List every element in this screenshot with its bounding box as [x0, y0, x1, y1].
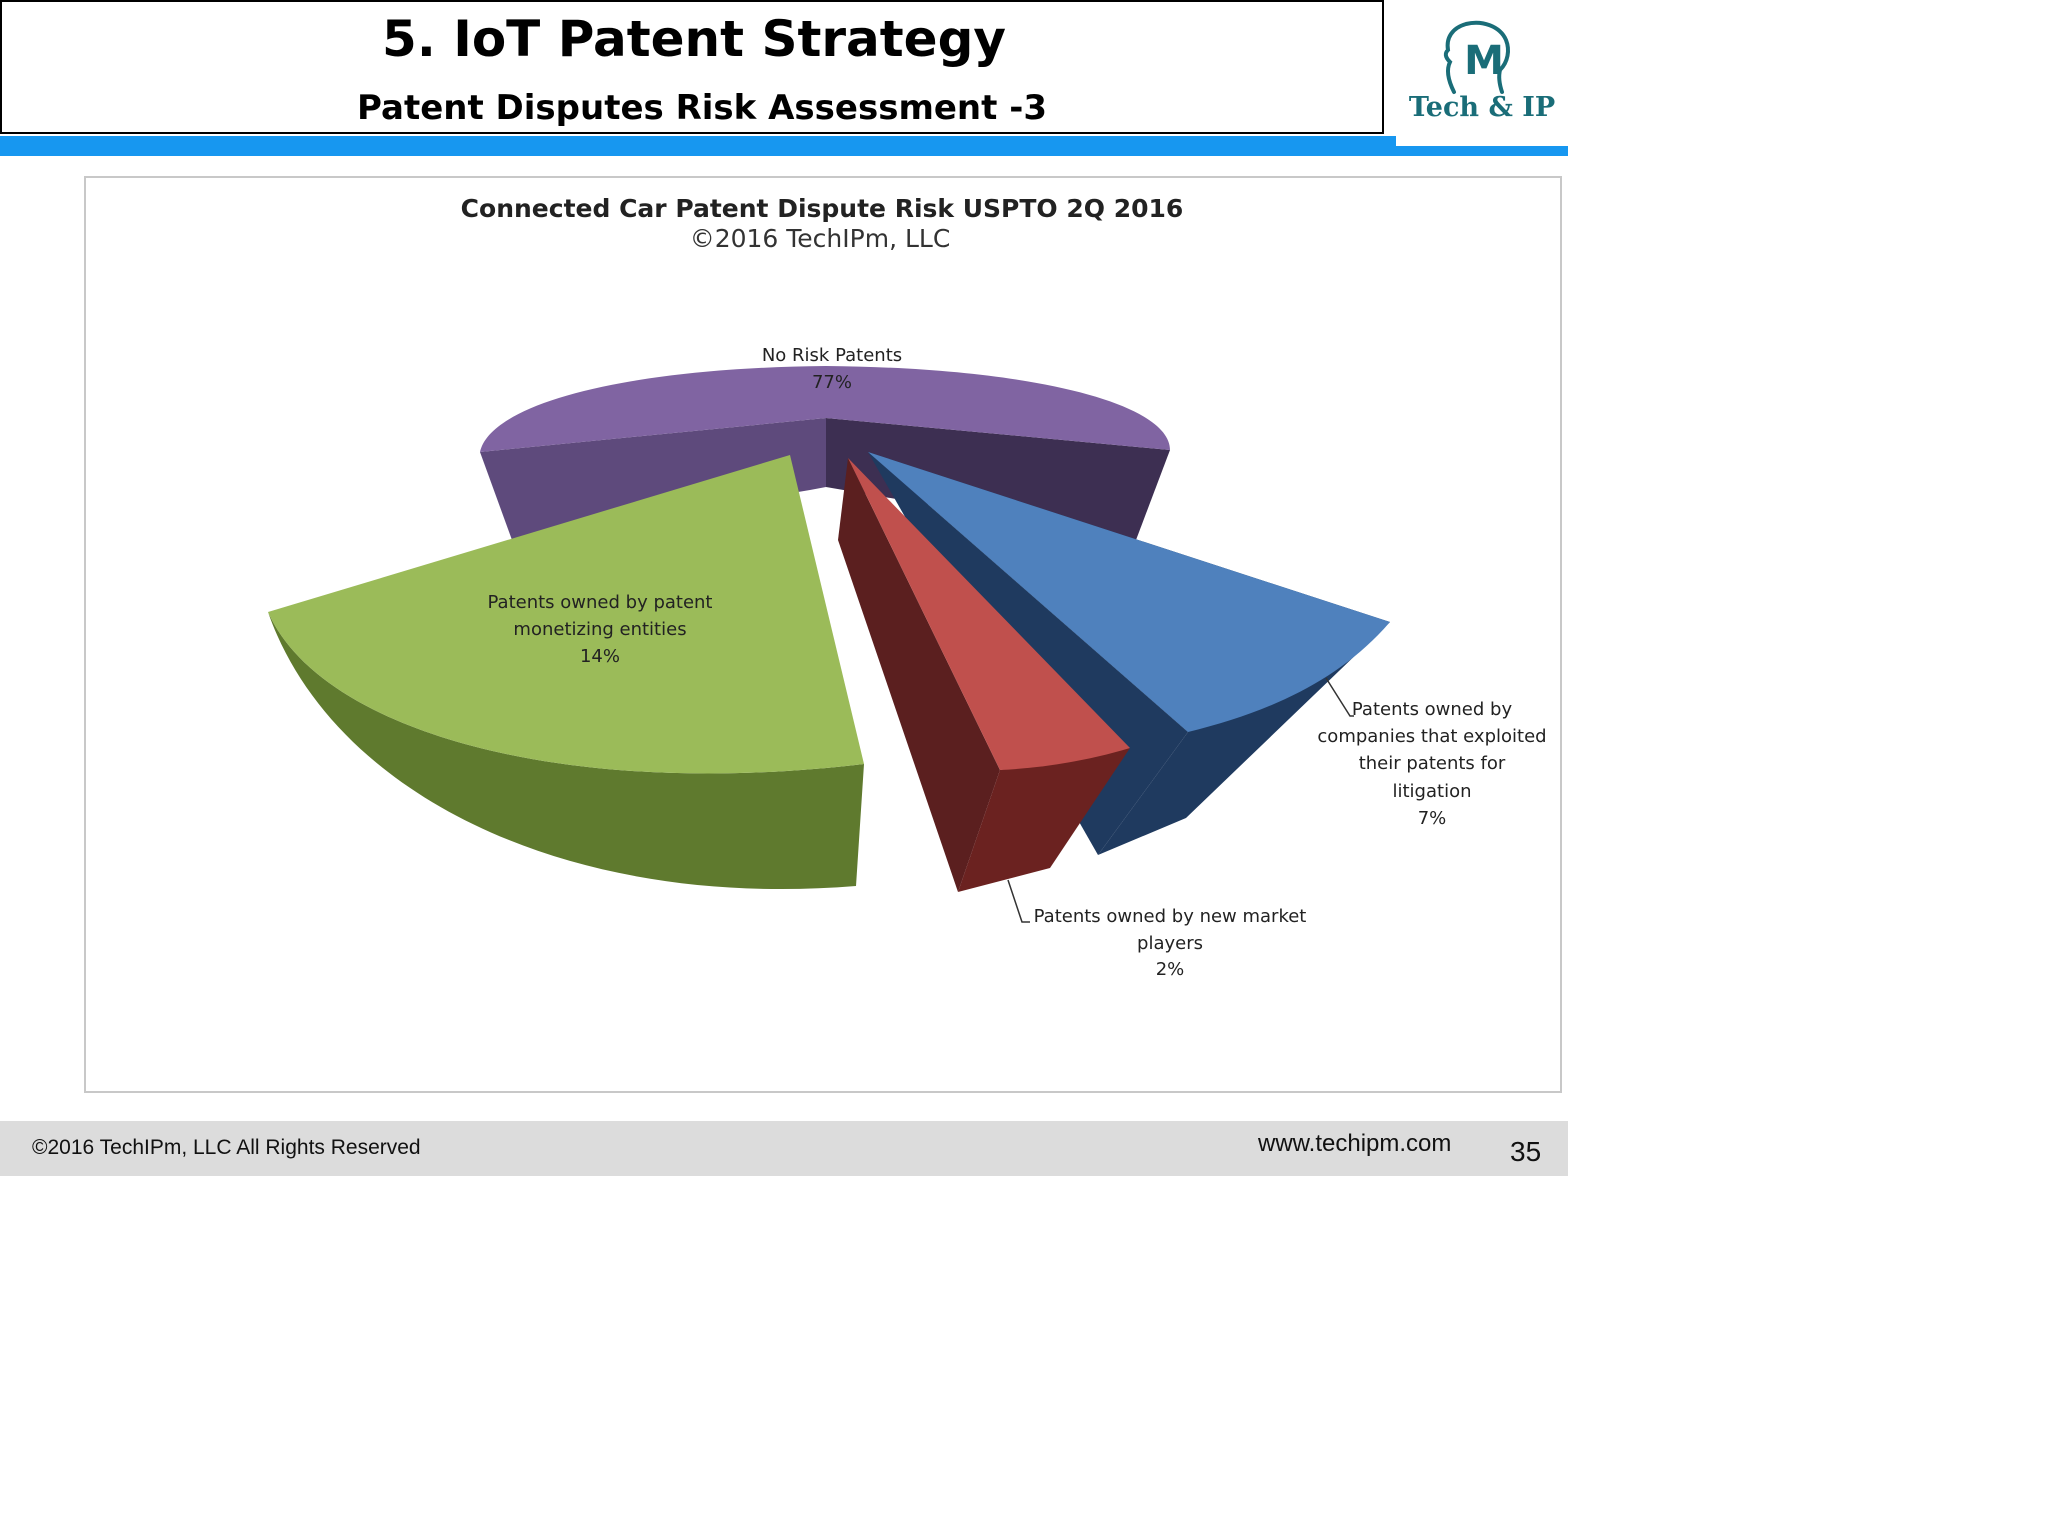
pie-chart: Connected Car Patent Dispute Risk USPTO …: [268, 194, 1547, 980]
chart-title: Connected Car Patent Dispute Risk USPTO …: [461, 194, 1184, 223]
data-label-litigation-2: companies that exploited: [1317, 726, 1546, 747]
page-number: 35: [1510, 1136, 1542, 1167]
logo-head-icon: M: [1443, 20, 1510, 94]
pie-slice-new-players: [838, 458, 1130, 892]
slide-subtitle: Patent Disputes Risk Assessment -3: [357, 88, 1047, 128]
logo: M Tech & IP: [1396, 0, 1568, 146]
footer-bar: [0, 1121, 1568, 1176]
data-value-new-players: 2%: [1156, 959, 1185, 980]
logo-letter: M: [1464, 38, 1504, 84]
leader-line-litigation: [1325, 677, 1354, 717]
data-label-new-players-2: players: [1137, 933, 1203, 954]
chart-subtitle: ©2016 TechIPm, LLC: [690, 224, 951, 253]
data-label-monetizing-2: monetizing entities: [513, 619, 686, 640]
data-label-no-risk: No Risk Patents: [762, 345, 902, 366]
slide-title: 5. IoT Patent Strategy: [382, 10, 1006, 68]
data-label-monetizing-1: Patents owned by patent: [488, 592, 713, 613]
data-value-monetizing: 14%: [580, 646, 620, 667]
footer-copyright: ©2016 TechIPm, LLC All Rights Reserved: [32, 1136, 421, 1159]
data-label-litigation-3: their patents for: [1359, 753, 1506, 774]
title-box: 5. IoT Patent Strategy Patent Disputes R…: [0, 0, 1384, 134]
data-value-no-risk: 77%: [812, 372, 852, 393]
leader-line-new-players: [1007, 879, 1030, 923]
data-label-new-players-1: Patents owned by new market: [1034, 906, 1307, 927]
pie-slice-monetizing: [268, 455, 864, 890]
data-value-litigation: 7%: [1418, 808, 1447, 829]
data-label-litigation-4: litigation: [1393, 781, 1472, 802]
pie-slice-no-risk: [480, 366, 1170, 540]
logo-text: Tech & IP: [1408, 92, 1556, 123]
footer-url[interactable]: www.techipm.com: [1258, 1130, 1452, 1157]
data-label-litigation-1: Patents owned by: [1352, 699, 1513, 720]
accent-band: [0, 136, 1568, 156]
